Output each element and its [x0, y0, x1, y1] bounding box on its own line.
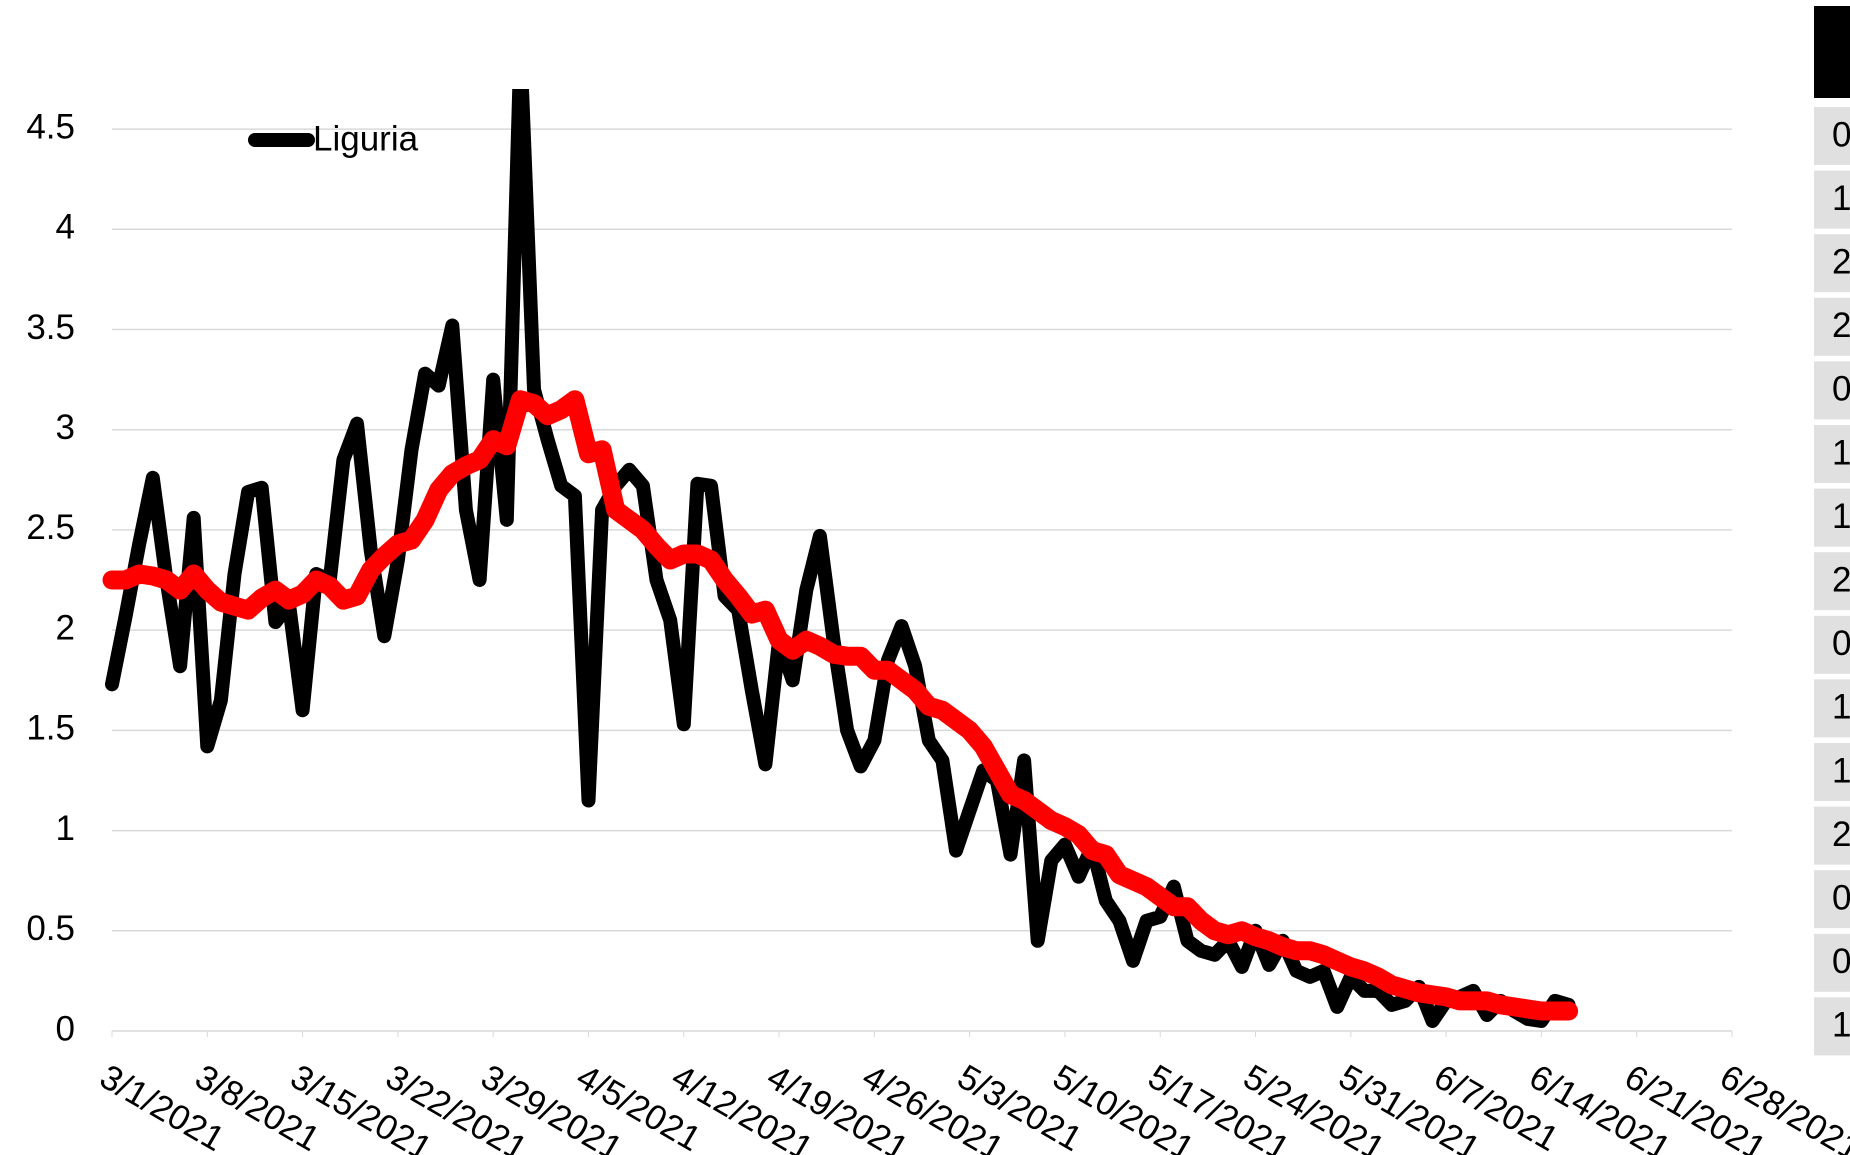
table-cell-text: 0 — [1832, 370, 1850, 409]
y-tick-label: 2.5 — [26, 508, 75, 547]
table-cell-text: 1 — [1832, 1006, 1850, 1045]
table-cell — [1814, 488, 1850, 547]
table-cell — [1814, 425, 1850, 483]
table-cell — [1814, 870, 1850, 929]
y-tick-label: 4.5 — [26, 107, 75, 146]
table-cell — [1814, 743, 1850, 801]
table-cell-text: 2 — [1832, 815, 1850, 854]
y-tick-label: 4 — [56, 208, 75, 247]
y-tick-label: 0 — [56, 1009, 75, 1048]
table-cell-text: 1 — [1832, 433, 1850, 472]
table-cell-text: 0 — [1832, 624, 1850, 663]
y-tick-label: 1 — [56, 809, 75, 848]
y-tick-label: 2 — [56, 608, 75, 647]
table-cell-text: 2 — [1832, 242, 1850, 281]
table: 0 1 2 2 0 1 1 2 0 1 1 2 0 0 1 — [1814, 6, 1850, 1056]
series-line — [105, 89, 1576, 1028]
table-header — [1814, 6, 1850, 98]
legend-label: Liguria — [313, 119, 419, 158]
table-cell — [1814, 806, 1850, 865]
table-cell-text: 0 — [1832, 942, 1850, 981]
table-cell-text: 2 — [1832, 560, 1850, 599]
table-cell-text: 0 — [1832, 115, 1850, 154]
table-cell — [1814, 615, 1850, 674]
table-cell — [1814, 933, 1850, 992]
table-cell-text: 1 — [1832, 751, 1850, 790]
table-cell — [1814, 107, 1850, 165]
table-cell — [1814, 170, 1850, 229]
plot-area — [102, 89, 1579, 1028]
table-cell — [1814, 679, 1850, 738]
table-cell-text: 0 — [1832, 878, 1850, 917]
table-cell — [1814, 552, 1850, 611]
table-cell-text: 1 — [1832, 688, 1850, 727]
y-tick-label: 0.5 — [26, 909, 75, 948]
labels: 00.511.522.533.544.53/1/20213/8/20213/15… — [26, 107, 1850, 1155]
grid — [111, 128, 1733, 1037]
y-tick-label: 1.5 — [26, 709, 75, 748]
table-cell — [1814, 234, 1850, 293]
y-tick-label: 3.5 — [26, 308, 75, 347]
table-cell — [1814, 361, 1850, 420]
table-cell-text: 2 — [1832, 306, 1850, 345]
y-tick-label: 3 — [56, 408, 75, 447]
table-cell — [1814, 297, 1850, 356]
table-cell-text: 1 — [1832, 497, 1850, 536]
table-cell — [1814, 997, 1850, 1056]
series-line — [102, 390, 1579, 1021]
table-cell-text: 1 — [1832, 179, 1850, 218]
